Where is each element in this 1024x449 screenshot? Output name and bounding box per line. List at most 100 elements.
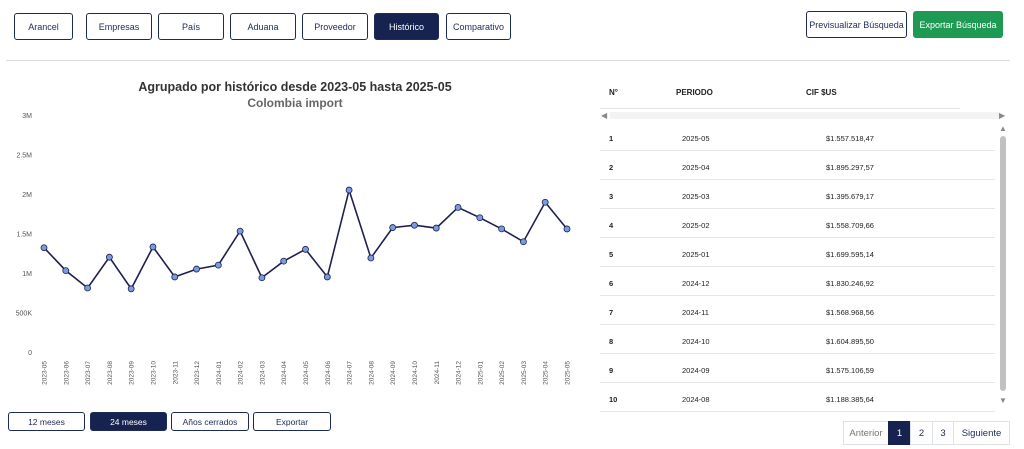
- x-tick-label: 2023-07: [85, 361, 92, 385]
- scroll-left-icon[interactable]: ◀: [601, 111, 608, 120]
- data-point[interactable]: [258, 274, 266, 282]
- x-tick-label: 2023-06: [63, 361, 70, 385]
- tab-comparativo[interactable]: Comparativo: [446, 13, 511, 40]
- data-point[interactable]: [171, 273, 179, 281]
- data-point[interactable]: [149, 243, 157, 251]
- period-24-months-button[interactable]: 24 meses: [90, 412, 167, 431]
- table-row[interactable]: 10 2024-08 $1.188.385,64: [600, 383, 995, 412]
- row-period: 2024-09: [682, 366, 710, 375]
- data-point[interactable]: [214, 261, 222, 269]
- data-point[interactable]: [127, 285, 135, 293]
- data-point[interactable]: [345, 186, 353, 194]
- data-point[interactable]: [40, 244, 48, 252]
- y-tick-label: 1.5M: [16, 232, 32, 239]
- row-number: 5: [609, 250, 614, 259]
- scroll-up-icon[interactable]: ▲: [999, 124, 1007, 133]
- top-toolbar: Arancel Empresas País Aduana Proveedor H…: [0, 0, 1024, 60]
- x-tick-label: 2023-11: [172, 361, 179, 385]
- table-row[interactable]: 6 2024-12 $1.830.246,92: [600, 267, 995, 296]
- y-tick-label: 2M: [22, 192, 32, 199]
- row-period: 2024-10: [682, 337, 710, 346]
- row-period: 2025-03: [682, 192, 710, 201]
- table-row[interactable]: 4 2025-02 $1.558.709,66: [600, 209, 995, 238]
- col-header-cif: CIF $US: [806, 88, 837, 97]
- vertical-scrollbar[interactable]: ▲ ▼: [998, 112, 1008, 408]
- row-number: 8: [609, 337, 614, 346]
- y-tick-label: 2.5M: [16, 153, 32, 160]
- row-cif: $1.568.968,56: [826, 308, 874, 317]
- x-tick-label: 2024-02: [238, 361, 245, 385]
- x-tick-label: 2025-05: [565, 361, 572, 385]
- table-row[interactable]: 2 2025-04 $1.895.297,57: [600, 151, 995, 180]
- tab-historico[interactable]: Histórico: [374, 13, 439, 40]
- chart-plot: 0 500K 1M 1.5M 2M 2.5M 3M 2023-05 2023-06 2023-07…: [16, 113, 572, 385]
- chart-export-button[interactable]: Exportar: [253, 412, 331, 431]
- row-number: 6: [609, 279, 614, 288]
- data-point[interactable]: [432, 224, 440, 232]
- x-tick-label: 2024-09: [390, 361, 397, 385]
- tab-proveedor[interactable]: Proveedor: [302, 13, 368, 40]
- y-tick-label: 3M: [22, 113, 32, 120]
- scroll-down-icon[interactable]: ▼: [999, 396, 1007, 405]
- scroll-track[interactable]: [610, 112, 1000, 119]
- x-tick-label: 2024-05: [303, 361, 310, 385]
- page-3-button[interactable]: 3: [932, 421, 954, 445]
- table-row[interactable]: 9 2024-09 $1.575.106,59: [600, 354, 995, 383]
- data-point[interactable]: [498, 225, 506, 233]
- tab-empresas[interactable]: Empresas: [86, 13, 152, 40]
- x-tick-label: 2024-04: [281, 361, 288, 385]
- period-closed-years-button[interactable]: Años cerrados: [171, 412, 249, 431]
- x-tick-label: 2024-10: [412, 361, 419, 385]
- next-page-button[interactable]: Siguiente: [953, 421, 1010, 445]
- table-row[interactable]: 8 2024-10 $1.604.895,50: [600, 325, 995, 354]
- data-point[interactable]: [280, 257, 288, 265]
- data-point[interactable]: [389, 224, 397, 231]
- data-point[interactable]: [84, 284, 91, 292]
- row-number: 1: [609, 134, 614, 143]
- row-cif: $1.395.679,17: [826, 192, 874, 201]
- chart-subtitle: Colombia import: [247, 96, 343, 110]
- preview-search-button[interactable]: Previsualizar Búsqueda: [806, 11, 907, 38]
- prev-page-button[interactable]: Anterior: [843, 421, 889, 445]
- table-row[interactable]: 1 2025-05 $1.557.518,47: [600, 122, 995, 151]
- row-period: 2025-05: [682, 134, 710, 143]
- data-point[interactable]: [323, 273, 331, 281]
- y-tick-label: 0: [28, 350, 32, 357]
- row-cif: $1.830.246,92: [826, 279, 874, 288]
- export-search-button[interactable]: Exportar Búsqueda: [913, 11, 1003, 38]
- row-number: 4: [609, 221, 614, 230]
- horizontal-scrollbar[interactable]: ◀ ▶: [600, 111, 1010, 121]
- page-1-button[interactable]: 1: [888, 421, 911, 445]
- chart-title: Agrupado por histórico desde 2023-05 has…: [138, 80, 452, 94]
- period-12-months-button[interactable]: 12 meses: [8, 412, 85, 431]
- scroll-right-icon[interactable]: ▶: [999, 111, 1006, 120]
- table-row[interactable]: 7 2024-11 $1.568.968,56: [600, 296, 995, 325]
- data-point[interactable]: [541, 198, 549, 206]
- x-tick-label: 2023-12: [194, 361, 201, 385]
- data-point[interactable]: [62, 267, 70, 275]
- x-tick-label: 2024-11: [434, 361, 441, 385]
- data-point[interactable]: [520, 238, 527, 246]
- data-point[interactable]: [454, 204, 462, 211]
- data-point[interactable]: [236, 227, 244, 235]
- row-number: 10: [609, 395, 618, 404]
- pagination: Anterior 1 2 3 Siguiente: [843, 421, 1010, 445]
- table-row[interactable]: 3 2025-03 $1.395.679,17: [600, 180, 995, 209]
- tab-pais[interactable]: País: [158, 13, 224, 40]
- data-point[interactable]: [367, 254, 375, 262]
- y-tick-label: 1M: [22, 271, 32, 278]
- data-point[interactable]: [193, 265, 200, 273]
- data-point[interactable]: [411, 221, 418, 229]
- table-row[interactable]: 5 2025-01 $1.699.595,14: [600, 238, 995, 267]
- page-2-button[interactable]: 2: [910, 421, 933, 445]
- data-point[interactable]: [476, 214, 484, 222]
- tab-aduana[interactable]: Aduana: [230, 13, 296, 40]
- data-point[interactable]: [563, 225, 571, 233]
- data-point[interactable]: [302, 245, 309, 253]
- row-number: 2: [609, 163, 614, 172]
- row-cif: $1.575.106,59: [826, 366, 874, 375]
- scroll-thumb[interactable]: [1000, 136, 1006, 391]
- col-header-number: N°: [609, 88, 618, 97]
- data-point[interactable]: [105, 253, 113, 261]
- tab-arancel[interactable]: Arancel: [14, 13, 73, 40]
